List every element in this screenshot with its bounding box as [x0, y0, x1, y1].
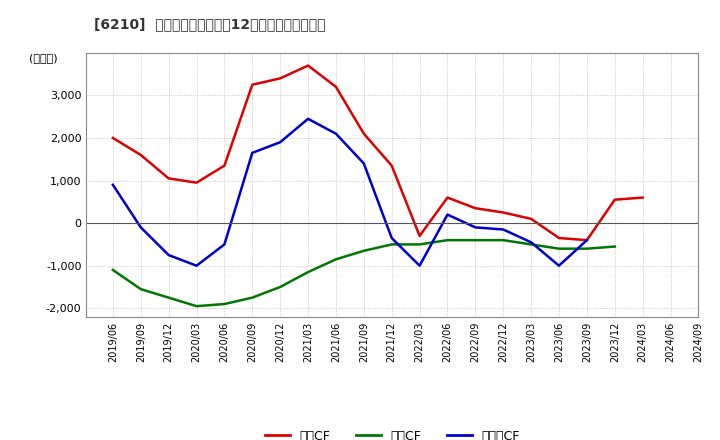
投資CF: [276, 284, 284, 290]
Line: 投資CF: 投資CF: [113, 240, 615, 306]
営業CF: [109, 136, 117, 141]
投資CF: [220, 301, 229, 307]
投資CF: [248, 295, 256, 300]
営業CF: [415, 233, 424, 238]
フリーCF: [332, 131, 341, 136]
営業CF: [499, 210, 508, 215]
営業CF: [192, 180, 201, 185]
フリーCF: [387, 235, 396, 241]
営業CF: [387, 163, 396, 168]
投資CF: [164, 295, 173, 300]
フリーCF: [304, 116, 312, 121]
Text: (百万円): (百万円): [30, 53, 58, 63]
投資CF: [332, 257, 341, 262]
営業CF: [276, 76, 284, 81]
投資CF: [499, 238, 508, 243]
投資CF: [471, 238, 480, 243]
フリーCF: [109, 182, 117, 187]
フリーCF: [415, 263, 424, 268]
投資CF: [415, 242, 424, 247]
フリーCF: [499, 227, 508, 232]
フリーCF: [248, 150, 256, 155]
フリーCF: [220, 242, 229, 247]
フリーCF: [137, 225, 145, 230]
営業CF: [611, 197, 619, 202]
Legend: 営業CF, 投資CF, フリーCF: 営業CF, 投資CF, フリーCF: [260, 425, 525, 440]
Line: フリーCF: フリーCF: [113, 119, 643, 266]
フリーCF: [192, 263, 201, 268]
投資CF: [137, 286, 145, 292]
営業CF: [639, 195, 647, 200]
フリーCF: [554, 263, 563, 268]
営業CF: [359, 131, 368, 136]
投資CF: [359, 248, 368, 253]
投資CF: [304, 269, 312, 275]
投資CF: [582, 246, 591, 251]
営業CF: [164, 176, 173, 181]
フリーCF: [582, 238, 591, 243]
フリーCF: [639, 225, 647, 230]
営業CF: [443, 195, 451, 200]
投資CF: [109, 268, 117, 273]
投資CF: [387, 242, 396, 247]
営業CF: [220, 163, 229, 168]
投資CF: [611, 244, 619, 249]
営業CF: [582, 238, 591, 243]
投資CF: [527, 242, 536, 247]
営業CF: [248, 82, 256, 88]
フリーCF: [471, 225, 480, 230]
投資CF: [192, 304, 201, 309]
フリーCF: [527, 240, 536, 245]
フリーCF: [276, 139, 284, 145]
営業CF: [137, 152, 145, 158]
フリーCF: [359, 161, 368, 166]
フリーCF: [443, 212, 451, 217]
営業CF: [527, 216, 536, 221]
投資CF: [554, 246, 563, 251]
Line: 営業CF: 営業CF: [113, 66, 643, 240]
営業CF: [554, 235, 563, 241]
Text: [6210]  キャッシュフローの12か月移動合計の推移: [6210] キャッシュフローの12か月移動合計の推移: [94, 18, 325, 32]
営業CF: [332, 84, 341, 89]
フリーCF: [164, 253, 173, 258]
営業CF: [304, 63, 312, 68]
営業CF: [471, 205, 480, 211]
投資CF: [443, 238, 451, 243]
